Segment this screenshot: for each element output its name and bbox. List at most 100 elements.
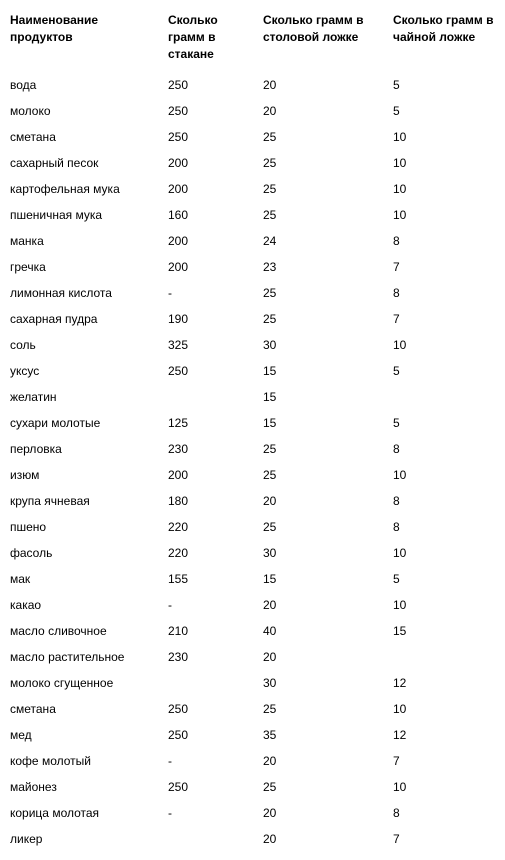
table-cell: 20 xyxy=(261,72,391,98)
table-row: фасоль2203010 xyxy=(8,540,501,566)
table-cell: 250 xyxy=(166,696,261,722)
table-cell: 200 xyxy=(166,254,261,280)
table-cell: 250 xyxy=(166,124,261,150)
table-cell: какао xyxy=(8,592,166,618)
table-cell: 25 xyxy=(261,514,391,540)
table-cell: 20 xyxy=(261,748,391,774)
table-row: кофе молотый-207 xyxy=(8,748,501,774)
table-cell: 25 xyxy=(261,436,391,462)
table-cell: 160 xyxy=(166,202,261,228)
table-cell: 10 xyxy=(391,462,501,488)
table-cell: 20 xyxy=(261,488,391,514)
table-cell: 20 xyxy=(261,592,391,618)
table-row: корица молотая-208 xyxy=(8,800,501,826)
table-cell: перловка xyxy=(8,436,166,462)
table-cell: уксус xyxy=(8,358,166,384)
table-cell: 15 xyxy=(391,618,501,644)
table-row: сухари молотые125155 xyxy=(8,410,501,436)
table-row: масло сливочное2104015 xyxy=(8,618,501,644)
table-cell xyxy=(166,826,261,852)
table-cell: крупа ячневая xyxy=(8,488,166,514)
table-cell: 12 xyxy=(391,722,501,748)
table-cell: 20 xyxy=(261,826,391,852)
table-cell xyxy=(391,644,501,670)
table-cell xyxy=(166,670,261,696)
table-cell: изюм xyxy=(8,462,166,488)
table-cell: ликер xyxy=(8,826,166,852)
table-cell: масло сливочное xyxy=(8,618,166,644)
table-cell: 25 xyxy=(261,462,391,488)
table-row: ликер 207 xyxy=(8,826,501,852)
table-cell: 20 xyxy=(261,98,391,124)
table-cell: 10 xyxy=(391,150,501,176)
table-cell: 8 xyxy=(391,436,501,462)
table-cell: 7 xyxy=(391,306,501,332)
table-cell: 15 xyxy=(261,566,391,592)
table-cell: - xyxy=(166,280,261,306)
measurement-table: Наименование продуктов Сколько грамм в с… xyxy=(8,8,501,852)
table-cell: 10 xyxy=(391,332,501,358)
table-cell: 250 xyxy=(166,774,261,800)
table-cell: 250 xyxy=(166,98,261,124)
table-cell: 24 xyxy=(261,228,391,254)
table-cell: 23 xyxy=(261,254,391,280)
table-cell: 10 xyxy=(391,202,501,228)
table-row: какао-2010 xyxy=(8,592,501,618)
table-cell: 8 xyxy=(391,228,501,254)
table-row: перловка230258 xyxy=(8,436,501,462)
table-cell: 15 xyxy=(261,358,391,384)
table-cell: 200 xyxy=(166,176,261,202)
table-cell: сахарная пудра xyxy=(8,306,166,332)
table-cell: 10 xyxy=(391,176,501,202)
table-cell: сметана xyxy=(8,124,166,150)
table-cell: 10 xyxy=(391,124,501,150)
table-cell: 200 xyxy=(166,228,261,254)
table-cell: 10 xyxy=(391,592,501,618)
table-cell: 5 xyxy=(391,566,501,592)
table-cell: 325 xyxy=(166,332,261,358)
table-cell: 35 xyxy=(261,722,391,748)
table-cell: 20 xyxy=(261,800,391,826)
table-cell: 125 xyxy=(166,410,261,436)
table-cell: 250 xyxy=(166,358,261,384)
table-cell: 25 xyxy=(261,124,391,150)
table-cell: 30 xyxy=(261,670,391,696)
table-cell: пшеничная мука xyxy=(8,202,166,228)
table-cell: 5 xyxy=(391,410,501,436)
table-cell: 25 xyxy=(261,176,391,202)
table-row: масло растительное23020 xyxy=(8,644,501,670)
table-cell: 20 xyxy=(261,644,391,670)
table-cell: 220 xyxy=(166,540,261,566)
table-cell: 40 xyxy=(261,618,391,644)
table-cell: 155 xyxy=(166,566,261,592)
table-cell: 7 xyxy=(391,826,501,852)
table-cell: соль xyxy=(8,332,166,358)
table-cell: 190 xyxy=(166,306,261,332)
table-cell: 30 xyxy=(261,540,391,566)
table-cell: 8 xyxy=(391,280,501,306)
table-cell: сухари молотые xyxy=(8,410,166,436)
table-cell: 250 xyxy=(166,72,261,98)
table-cell: 25 xyxy=(261,774,391,800)
table-cell: молоко сгущенное xyxy=(8,670,166,696)
table-cell: 8 xyxy=(391,514,501,540)
table-row: соль3253010 xyxy=(8,332,501,358)
table-row: манка200248 xyxy=(8,228,501,254)
table-row: сахарный песок2002510 xyxy=(8,150,501,176)
table-row: сахарная пудра190257 xyxy=(8,306,501,332)
table-cell: вода xyxy=(8,72,166,98)
table-cell: 25 xyxy=(261,150,391,176)
table-cell: 180 xyxy=(166,488,261,514)
table-cell: мак xyxy=(8,566,166,592)
table-cell: лимонная кислота xyxy=(8,280,166,306)
table-row: сметана2502510 xyxy=(8,696,501,722)
table-cell: 10 xyxy=(391,540,501,566)
table-row: уксус250155 xyxy=(8,358,501,384)
table-row: сметана2502510 xyxy=(8,124,501,150)
table-cell: 200 xyxy=(166,150,261,176)
table-cell: масло растительное xyxy=(8,644,166,670)
table-cell: манка xyxy=(8,228,166,254)
table-cell: 25 xyxy=(261,202,391,228)
table-cell: 230 xyxy=(166,644,261,670)
table-cell xyxy=(391,384,501,410)
